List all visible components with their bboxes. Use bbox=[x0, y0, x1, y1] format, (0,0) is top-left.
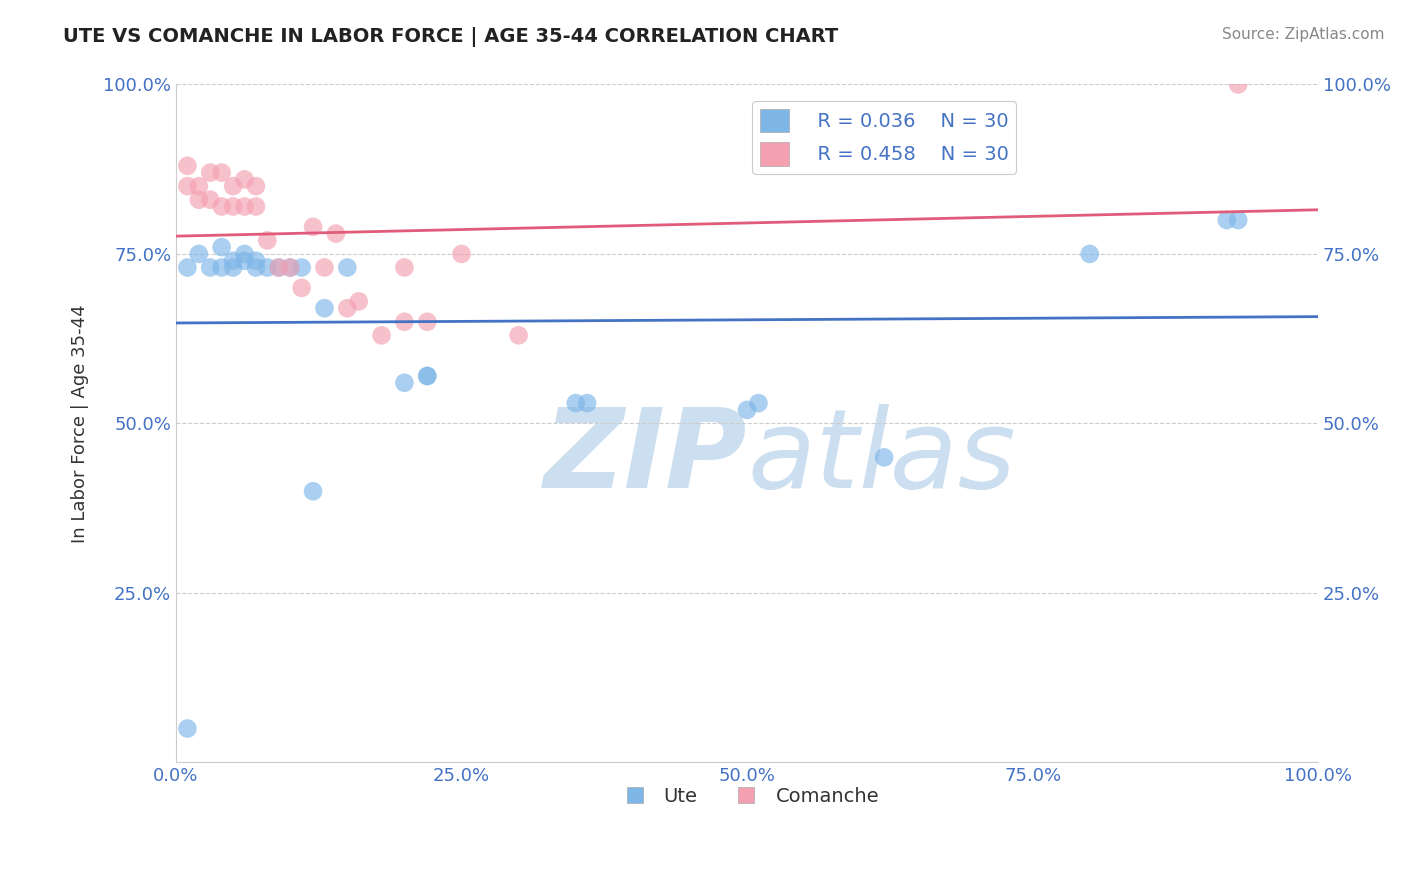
Point bbox=[200, 193, 222, 207]
Point bbox=[267, 260, 290, 275]
Point bbox=[200, 165, 222, 179]
Point bbox=[200, 260, 222, 275]
Point bbox=[245, 199, 267, 213]
Point bbox=[564, 396, 586, 410]
Point bbox=[245, 253, 267, 268]
Point bbox=[267, 260, 290, 275]
Point bbox=[233, 199, 256, 213]
Point bbox=[1216, 213, 1239, 227]
Point bbox=[176, 722, 198, 736]
Point bbox=[1078, 247, 1101, 261]
Point bbox=[211, 260, 233, 275]
Point bbox=[176, 179, 198, 194]
Point bbox=[245, 260, 267, 275]
Legend: Ute, Comanche: Ute, Comanche bbox=[607, 780, 887, 814]
Point bbox=[302, 484, 325, 499]
Point bbox=[735, 403, 758, 417]
Point bbox=[416, 369, 439, 384]
Point bbox=[256, 260, 278, 275]
Point bbox=[256, 233, 278, 247]
Point bbox=[450, 247, 472, 261]
Y-axis label: In Labor Force | Age 35-44: In Labor Force | Age 35-44 bbox=[72, 304, 89, 542]
Point bbox=[222, 260, 245, 275]
Point bbox=[211, 199, 233, 213]
Point bbox=[1227, 78, 1250, 92]
Point bbox=[416, 369, 439, 384]
Point bbox=[336, 301, 359, 316]
Point bbox=[508, 328, 530, 343]
Point bbox=[222, 253, 245, 268]
Text: atlas: atlas bbox=[747, 404, 1015, 511]
Point bbox=[187, 179, 209, 194]
Point bbox=[291, 260, 314, 275]
Point bbox=[576, 396, 599, 410]
Point bbox=[187, 193, 209, 207]
Point bbox=[233, 247, 256, 261]
Point bbox=[278, 260, 301, 275]
Text: ZIP: ZIP bbox=[544, 404, 747, 511]
Point bbox=[394, 376, 416, 390]
Point bbox=[291, 281, 314, 295]
Point bbox=[747, 396, 769, 410]
Point bbox=[873, 450, 896, 465]
Point bbox=[176, 159, 198, 173]
Text: UTE VS COMANCHE IN LABOR FORCE | AGE 35-44 CORRELATION CHART: UTE VS COMANCHE IN LABOR FORCE | AGE 35-… bbox=[63, 27, 838, 46]
Point bbox=[314, 260, 336, 275]
Point bbox=[370, 328, 392, 343]
Point bbox=[176, 260, 198, 275]
Point bbox=[325, 227, 347, 241]
Text: Source: ZipAtlas.com: Source: ZipAtlas.com bbox=[1222, 27, 1385, 42]
Point bbox=[211, 165, 233, 179]
Point bbox=[222, 179, 245, 194]
Point bbox=[347, 294, 370, 309]
Point bbox=[336, 260, 359, 275]
Point bbox=[233, 172, 256, 186]
Point bbox=[314, 301, 336, 316]
Point bbox=[233, 253, 256, 268]
Point bbox=[302, 219, 325, 234]
Point bbox=[1227, 213, 1250, 227]
Point bbox=[245, 179, 267, 194]
Point bbox=[394, 260, 416, 275]
Point bbox=[211, 240, 233, 254]
Point bbox=[394, 315, 416, 329]
Point bbox=[187, 247, 209, 261]
Point bbox=[222, 199, 245, 213]
Point bbox=[278, 260, 301, 275]
Point bbox=[416, 315, 439, 329]
